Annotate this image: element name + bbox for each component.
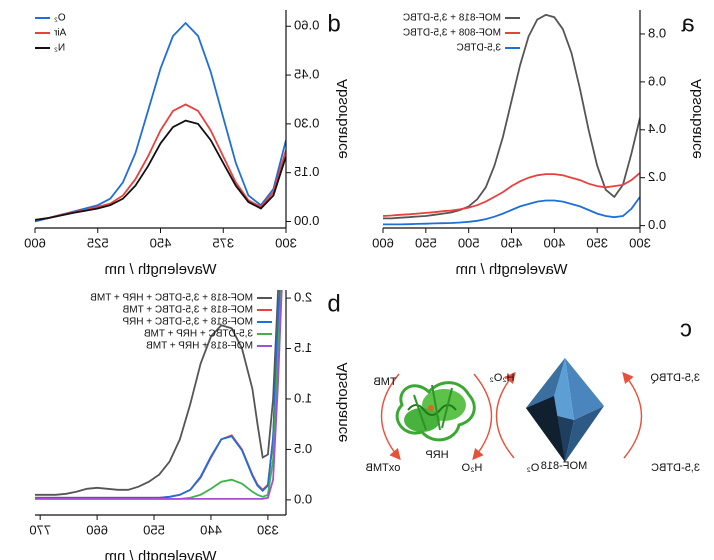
legend-label: N₂: [54, 43, 65, 54]
series-line: [383, 13, 640, 220]
y-tick-label: 2.0: [294, 290, 312, 305]
x-tick-label: 350: [586, 235, 608, 250]
x-tick-label: 375: [212, 235, 234, 250]
substrate-label: 3,5-DTBC: [651, 462, 700, 474]
x-tick-label: 500: [458, 235, 480, 250]
panel-label: a: [681, 10, 695, 37]
legend-label: Air: [53, 28, 66, 39]
x-tick-label: 450: [150, 235, 172, 250]
peroxide-label: H₂O₂: [489, 372, 514, 384]
chromogen-label: TMB: [373, 376, 396, 388]
x-tick-label: 440: [200, 522, 222, 537]
legend-label: MOF-818 + HRP + TMB: [146, 341, 253, 352]
panel: d 0.00 0.15 0.30 0.45 0.60 300 375 450 525 600 Wave…: [24, 10, 351, 278]
y-tick-label: 0.2: [648, 169, 666, 184]
legend-label: 3,5-DTBC + HRP + TMB: [144, 329, 253, 340]
panel-label: d: [327, 10, 340, 37]
x-tick-label: 600: [372, 235, 394, 250]
x-tick-label: 400: [543, 235, 565, 250]
water-label: H₂O: [461, 462, 482, 474]
arrows: [380, 371, 643, 461]
legend-label: 3,5-DTBC: [457, 43, 501, 54]
series-line: [35, 290, 285, 500]
y-tick-label: 0.6: [648, 73, 666, 88]
scheme: c MOF-818 HRP 3,5-DTBQ 3,5-: [366, 315, 700, 474]
x-tick-label: 550: [143, 522, 165, 537]
legend-label: MOF-808 + 3,5-DTBC: [403, 28, 501, 39]
enzyme-label: HRP: [425, 449, 448, 461]
legend-label: O₂: [54, 13, 66, 24]
panel-label: b: [327, 290, 340, 317]
series-line: [35, 290, 285, 499]
legend-label: MOF-818 + 3,5-DTBC + TMB: [122, 305, 253, 316]
x-tick-label: 600: [24, 235, 46, 250]
x-tick-label: 770: [29, 522, 51, 537]
y-tick-label: 0.15: [294, 164, 319, 179]
series-line: [383, 196, 640, 226]
x-tick-label: 300: [629, 235, 651, 250]
mof-label: MOF-818: [541, 460, 587, 472]
y-tick-label: 0.00: [294, 213, 319, 228]
panel: a 0.0 0.2 0.4 0.6 0.8 300 350 400 450 500 550 600 Wav…: [372, 10, 705, 278]
y-tick-label: 0.8: [648, 25, 666, 40]
octahedron: [526, 358, 604, 462]
x-axis-title: Wavelength / nm: [105, 548, 217, 560]
x-tick-label: 550: [415, 235, 437, 250]
x-tick-label: 525: [87, 235, 109, 250]
y-tick-label: 0.5: [294, 441, 312, 456]
legend-label: MOF-818 + 3,5-DTBC: [403, 13, 501, 24]
y-tick-label: 0.0: [648, 217, 666, 232]
x-axis-title: Wavelength / nm: [456, 261, 568, 278]
product-label: 3,5-DTBQ: [650, 372, 700, 384]
series-line: [383, 172, 640, 217]
y-axis-title: Absorbance: [334, 362, 351, 442]
x-tick-label: 300: [275, 235, 297, 250]
y-tick-label: 1.5: [294, 340, 312, 355]
oxidant-label: O₂: [527, 462, 540, 474]
series-line: [35, 119, 286, 221]
series-line: [35, 290, 285, 496]
y-axis-title: Absorbance: [334, 79, 351, 159]
protein: [395, 381, 476, 442]
legend-label: MOF-818 + 3,5-DTBC + HRP: [122, 317, 253, 328]
x-tick-label: 450: [501, 235, 523, 250]
x-axis-title: Wavelength / nm: [105, 261, 217, 278]
y-tick-label: 0.4: [648, 121, 666, 136]
panel: b 0.0 0.5 1.0 1.5 2.0 330 440 550 660 770 Wavelengt…: [29, 290, 351, 560]
x-tick-label: 330: [257, 522, 279, 537]
y-tick-label: 0.30: [294, 115, 319, 130]
y-axis-title: Absorbance: [688, 79, 705, 159]
y-tick-label: 1.0: [294, 390, 312, 405]
y-tick-label: 0.45: [294, 67, 319, 82]
panel-label: c: [680, 315, 692, 342]
x-tick-label: 660: [86, 522, 108, 537]
y-tick-label: 0.0: [294, 491, 312, 506]
y-tick-label: 0.60: [294, 18, 319, 33]
legend-label: MOF-818 + 3,5-DTBC + HRP + TMB: [90, 293, 253, 304]
series-line: [35, 21, 286, 223]
oxidized-label: oxTMB: [366, 462, 401, 474]
